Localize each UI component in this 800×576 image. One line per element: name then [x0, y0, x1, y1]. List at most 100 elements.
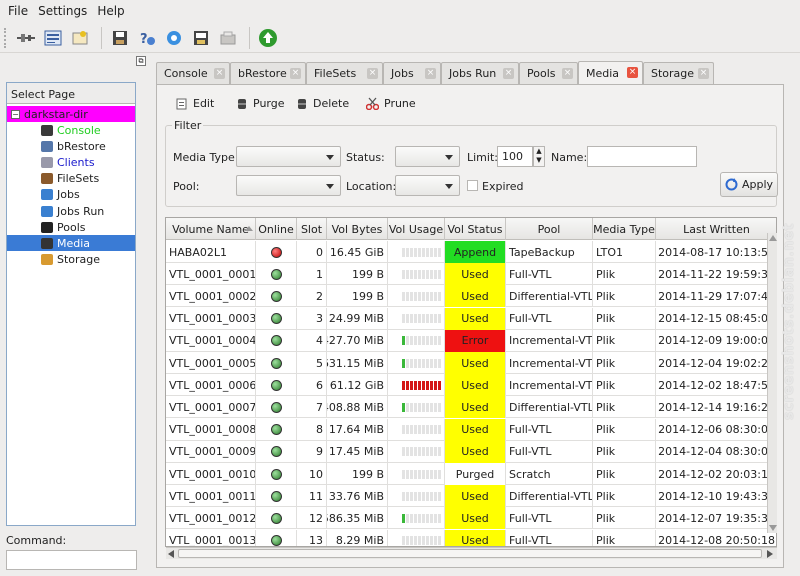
limit-input[interactable]: 100 [497, 146, 533, 167]
tab-pools[interactable]: Pools × [519, 62, 578, 84]
header-pool[interactable]: Pool [506, 218, 593, 240]
sidebar-item-pools[interactable]: Pools [7, 219, 135, 235]
collapse-icon[interactable]: − [11, 109, 20, 119]
gear-icon[interactable] [162, 26, 186, 50]
help-icon[interactable]: ? [135, 26, 159, 50]
table-row[interactable]: VTL_0001_0008 8 17.64 MiB Used Full-VTL Plik 2… [166, 418, 776, 441]
header-media-type[interactable]: Media Type [593, 218, 656, 240]
table-row[interactable]: VTL_0001_0003 3 24.99 MiB Used Full-VTL Plik 2… [166, 307, 776, 330]
table-row[interactable]: VTL_0001_0009 9 17.45 MiB Used Full-VTL Plik 2… [166, 440, 776, 463]
table-row[interactable]: VTL_0001_0002 2 199 B Used Differential-VTL P… [166, 285, 776, 308]
close-icon[interactable]: × [698, 68, 709, 79]
close-icon[interactable]: × [367, 68, 378, 79]
header-last-written[interactable]: Last Written [656, 218, 776, 240]
menu-help[interactable]: Help [97, 4, 125, 18]
location-select[interactable] [395, 175, 460, 196]
table-row[interactable]: VTL_0001_0010 10 199 B Purged Scratch Plik 201… [166, 463, 776, 485]
header-vol-bytes[interactable]: Vol Bytes [327, 218, 388, 240]
header-online[interactable]: Online [256, 218, 297, 240]
scroll-right-icon[interactable] [767, 550, 773, 558]
restore-icon[interactable] [189, 26, 213, 50]
menu-file[interactable]: File [8, 4, 29, 18]
horizontal-scrollbar[interactable] [166, 547, 777, 559]
cell-media-type: Plik [593, 485, 656, 508]
close-icon[interactable]: × [290, 68, 301, 79]
online-led-icon [270, 379, 282, 391]
command-input[interactable] [6, 550, 137, 570]
printer-icon[interactable] [216, 26, 240, 50]
table-row[interactable]: VTL_0001_0007 7 408.88 MiB Used Differential… [166, 396, 776, 419]
scroll-up-icon[interactable] [769, 235, 777, 241]
toolbar-grip[interactable] [4, 27, 10, 48]
sidebar-item-storage[interactable]: Storage [7, 252, 135, 268]
sidebar-item-jobs[interactable]: Jobs [7, 187, 135, 203]
expired-checkbox[interactable] [467, 180, 478, 191]
table-row[interactable]: VTL_0001_0011 11 33.76 MiB Used Differential… [166, 485, 776, 508]
header-slot[interactable]: Slot [297, 218, 327, 240]
purge-button[interactable]: Purge [235, 95, 285, 111]
apply-button[interactable]: Apply [720, 172, 778, 197]
label-icon[interactable] [68, 26, 92, 50]
cell-pool: Full-VTL [506, 440, 593, 463]
tab-console[interactable]: Console × [156, 62, 230, 84]
cell-media-type: Plik [593, 263, 656, 286]
delete-button[interactable]: Delete [295, 95, 349, 111]
edit-button[interactable]: Edit [175, 95, 214, 111]
cell-online [256, 352, 297, 374]
tab-brestore[interactable]: bRestore × [230, 62, 306, 84]
close-icon[interactable]: × [627, 67, 638, 78]
table-row[interactable]: VTL_0001_0005 5 631.15 MiB Used Incremental-… [166, 352, 776, 374]
dock-float-icon[interactable]: ⧉ [136, 56, 146, 66]
save-icon[interactable] [108, 26, 132, 50]
scroll-down-icon[interactable] [769, 525, 777, 531]
tab-media[interactable]: Media × [578, 61, 643, 85]
command-label: Command: [6, 534, 67, 547]
table-row[interactable]: VTL_0001_0006 6 61.12 GiB Used Incremental-V… [166, 374, 776, 397]
online-led-icon [270, 468, 282, 480]
tab-storage[interactable]: Storage × [643, 62, 714, 84]
table-row[interactable]: HABA02L1 0 16.45 GiB Append TapeBackup LTO1 20… [166, 241, 776, 263]
close-icon[interactable]: × [562, 68, 573, 79]
table-row[interactable]: VTL_0001_0012 12 586.35 MiB Used Full-VTL Pli… [166, 507, 776, 530]
cell-vol-bytes: 427.70 MiB [327, 329, 388, 352]
menu-settings[interactable]: Settings [38, 4, 88, 18]
connect-icon[interactable] [14, 26, 38, 50]
tab-filesets[interactable]: FileSets × [306, 62, 383, 84]
tree-director[interactable]: − darkstar-dir [7, 106, 135, 122]
sidebar-item-filesets[interactable]: FileSets [7, 171, 135, 187]
media-type-select[interactable] [236, 146, 341, 167]
sidebar-item-media[interactable]: Media [7, 235, 135, 252]
online-led-icon [270, 401, 282, 413]
header-vol-status[interactable]: Vol Status [445, 218, 506, 240]
table-row[interactable]: VTL_0001_0004 4 427.70 MiB Error Incremental… [166, 329, 776, 352]
name-input[interactable] [587, 146, 697, 167]
scroll-left-icon[interactable] [168, 550, 174, 558]
close-icon[interactable]: × [214, 68, 225, 79]
list-icon[interactable] [41, 26, 65, 50]
go-icon[interactable] [256, 26, 280, 50]
status-select[interactable] [395, 146, 460, 167]
limit-spinner[interactable]: ▲ ▼ [533, 146, 545, 167]
sidebar-item-jobs-run[interactable]: Jobs Run [7, 203, 135, 219]
sidebar-item-brestore[interactable]: bRestore [7, 138, 135, 154]
close-icon[interactable]: × [503, 68, 514, 79]
cell-online [256, 241, 297, 263]
prune-button[interactable]: Prune [366, 95, 416, 111]
cell-online [256, 440, 297, 463]
header-vol-usage[interactable]: Vol Usage [388, 218, 445, 240]
scissors-icon [366, 97, 379, 110]
usage-bar [402, 358, 442, 368]
cell-last-written: 2014-12-04 19:02:20 [656, 352, 776, 374]
table-row[interactable]: VTL_0001_0001 1 199 B Used Full-VTL Plik 2014-… [166, 263, 776, 286]
scroll-thumb[interactable] [178, 549, 762, 558]
tab-jobs-run[interactable]: Jobs Run × [441, 62, 519, 84]
table-row[interactable]: VTL_0001_0013 13 8.29 MiB Used Full-VTL Plik 2… [166, 529, 776, 546]
sidebar-item-clients[interactable]: Clients [7, 154, 135, 170]
header-volume-name[interactable]: Volume Name [166, 218, 256, 240]
tab-jobs[interactable]: Jobs × [383, 62, 441, 84]
pool-select[interactable] [236, 175, 341, 196]
vertical-scrollbar[interactable] [767, 233, 777, 533]
usage-bar [402, 291, 442, 301]
sidebar-item-console[interactable]: Console [7, 122, 135, 138]
close-icon[interactable]: × [425, 68, 436, 79]
